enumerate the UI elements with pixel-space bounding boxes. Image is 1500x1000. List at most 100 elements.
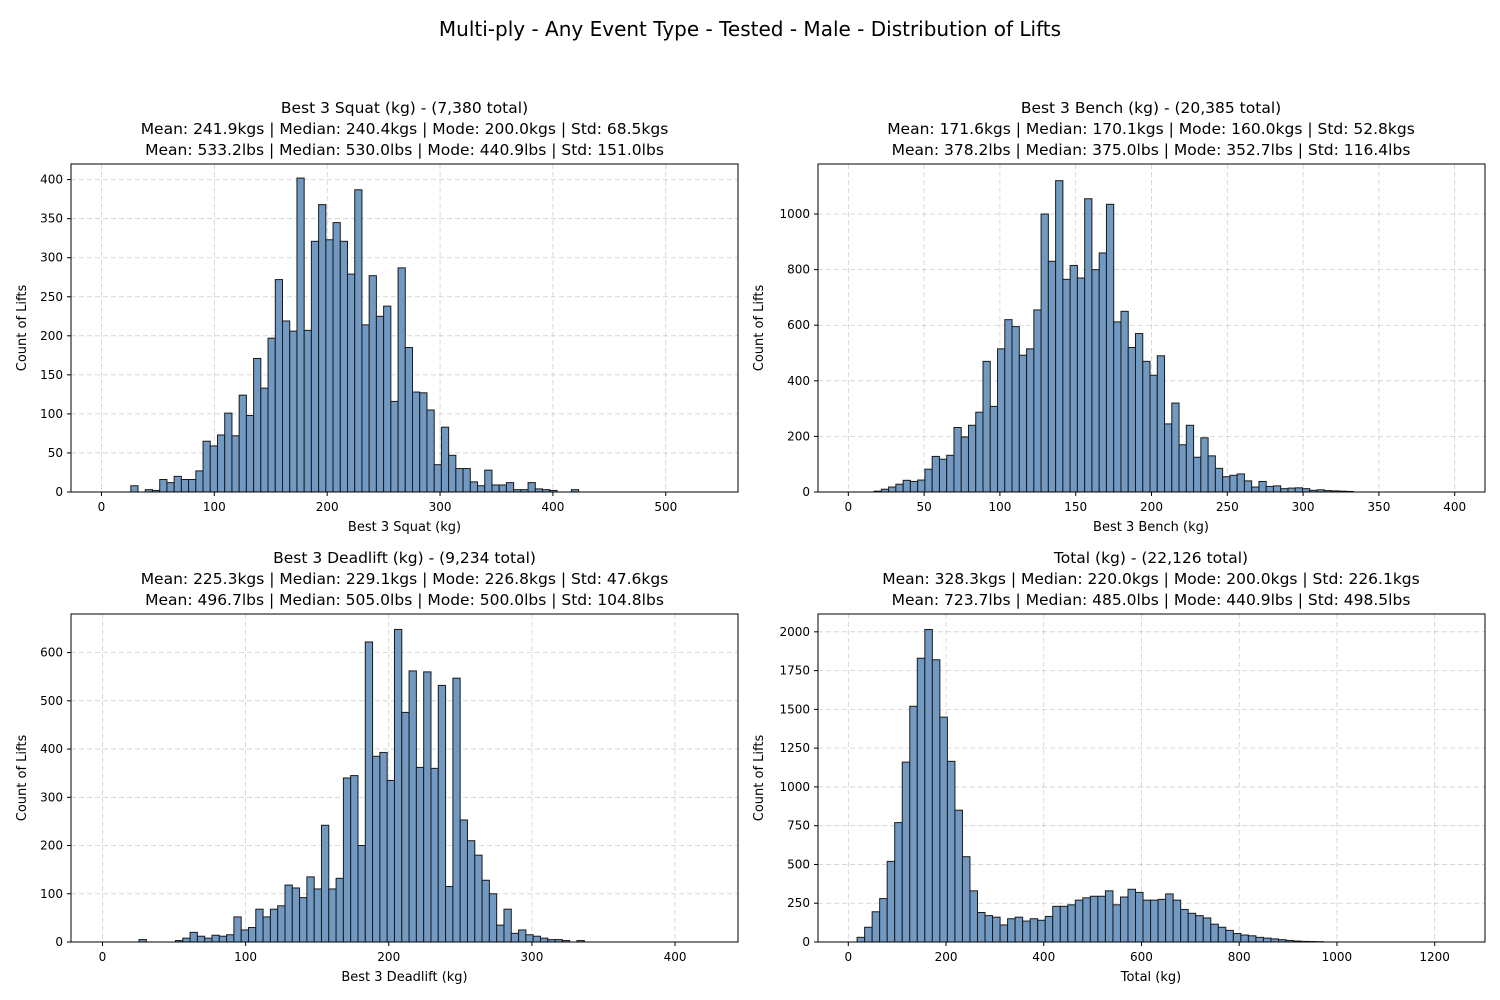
total-bar-8 — [916, 657, 926, 943]
deadlift-bar-14 — [204, 937, 213, 943]
bench-bar-51 — [1243, 480, 1253, 493]
squat-bar-23 — [296, 177, 305, 493]
total-bar-38 — [1142, 899, 1152, 943]
deadlift-bar-57 — [518, 929, 527, 943]
total-bar-22 — [1022, 920, 1031, 943]
squat-bar-16 — [245, 414, 255, 493]
squat-ytick-label-7: 350 — [40, 212, 63, 226]
bench-bar-10 — [946, 454, 955, 493]
squat-xtick-label-5: 500 — [654, 500, 677, 514]
deadlift-xtick-label-3: 300 — [520, 950, 543, 964]
panel-deadlift-title-line-1: Best 3 Deadlift (kg) - (9,234 total) — [273, 549, 536, 567]
bench-bar-23 — [1040, 213, 1049, 493]
total-bar-27 — [1059, 905, 1069, 943]
total-ytick-label-2: 500 — [787, 857, 810, 871]
deadlift-axes-frame — [70, 613, 739, 943]
squat-bar-8 — [188, 479, 197, 493]
total-ytick-label-6: 1500 — [779, 702, 810, 716]
panel-deadlift-plot-area: 0 100 200 300 400 0 100 200 300 400 500 600 — [40, 613, 739, 964]
squat-bar-47 — [469, 481, 479, 493]
squat-bar-34 — [375, 315, 385, 493]
squat-xtick-label-0: 0 — [98, 500, 106, 514]
squat-bar-13 — [224, 412, 233, 493]
bench-bar-58 — [1294, 487, 1303, 493]
deadlift-bar-39 — [386, 779, 395, 943]
bench-bar-41 — [1171, 402, 1180, 493]
squat-bar-39 — [412, 391, 421, 493]
panel-bench-plot-area: 0 50 100 150 200 250 300 350 400 0 200 400 600 800 100… — [779, 163, 1486, 514]
panel-bench-ylabel: Count of Lifts — [752, 285, 767, 372]
deadlift-ytick-label-3: 300 — [40, 790, 63, 804]
squat-bar-11 — [209, 445, 218, 493]
bench-bar-33 — [1113, 321, 1122, 493]
squat-bar-31 — [354, 189, 363, 493]
bench-bar-40 — [1164, 423, 1173, 493]
deadlift-bar-19 — [240, 929, 249, 943]
panel-total-ylabel: Count of Lifts — [752, 735, 767, 822]
squat-bar-0 — [130, 485, 139, 493]
figure-title: Multi-ply - Any Event Type - Tested - Ma… — [439, 17, 1061, 41]
total-bar-42 — [1172, 899, 1182, 943]
deadlift-bar-21 — [255, 908, 264, 943]
deadlift-bar-30 — [320, 824, 330, 943]
bench-xtick-label-7: 350 — [1367, 500, 1390, 514]
bench-xtick-label-1: 50 — [916, 500, 931, 514]
squat-bar-22 — [289, 330, 298, 493]
panel-total-title-line-1: Total (kg) - (22,126 total) — [1053, 549, 1248, 567]
total-bar-12 — [946, 760, 956, 943]
deadlift-bar-28 — [306, 876, 315, 943]
total-axes-frame — [817, 613, 1486, 943]
total-bar-14 — [961, 856, 971, 943]
squat-bar-37 — [397, 267, 406, 493]
bench-bar-50 — [1236, 473, 1245, 493]
bench-bar-22 — [1033, 309, 1042, 493]
deadlift-ytick-label-2: 200 — [40, 839, 63, 853]
panel-deadlift: Best 3 Deadlift (kg) - (9,234 total) Mea… — [15, 549, 739, 985]
squat-bar-38 — [404, 347, 414, 493]
bench-bar-4 — [902, 479, 911, 493]
deadlift-bar-41 — [401, 711, 410, 943]
squat-bar-30 — [347, 273, 356, 493]
deadlift-bar-53 — [488, 893, 498, 943]
bench-bar-21 — [1026, 348, 1035, 493]
panel-total-title-line-3: Mean: 723.7lbs | Median: 485.0lbs | Mode… — [892, 591, 1411, 609]
squat-bar-15 — [238, 394, 247, 493]
deadlift-bar-16 — [218, 935, 228, 943]
bench-bar-13 — [967, 424, 977, 493]
total-ytick-label-8: 2000 — [779, 625, 810, 639]
panel-squat-title-line-2: Mean: 241.9kgs | Median: 240.4kgs | Mode… — [141, 120, 669, 138]
squat-xtick-label-1: 100 — [203, 500, 226, 514]
squat-axes-frame — [70, 163, 739, 493]
deadlift-bar-15 — [211, 934, 220, 943]
total-bar-48 — [1217, 926, 1227, 943]
bench-ytick-label-4: 800 — [787, 263, 810, 277]
squat-ytick-label-4: 200 — [40, 329, 63, 343]
bench-bar-49 — [1229, 474, 1238, 493]
total-bar-1 — [864, 926, 873, 943]
squat-bar-24 — [303, 329, 312, 493]
total-bar-28 — [1067, 904, 1076, 943]
total-bar-45 — [1195, 915, 1204, 943]
bench-bar-45 — [1200, 437, 1209, 493]
total-xtick-label-2: 400 — [1032, 950, 1055, 964]
bench-xtick-label-0: 0 — [844, 500, 852, 514]
deadlift-bar-17 — [226, 934, 235, 943]
bench-xtick-label-2: 100 — [988, 500, 1011, 514]
total-bar-52 — [1247, 935, 1257, 943]
bench-bar-52 — [1251, 486, 1260, 493]
squat-bar-43 — [440, 426, 450, 493]
total-bar-40 — [1157, 898, 1167, 943]
squat-bar-44 — [448, 454, 457, 493]
total-bar-10 — [931, 659, 941, 943]
bench-bar-43 — [1185, 424, 1195, 493]
deadlift-bar-49 — [459, 819, 468, 943]
squat-bar-46 — [462, 468, 471, 493]
deadlift-ytick-label-4: 400 — [40, 742, 63, 756]
total-ytick-label-7: 1750 — [779, 664, 810, 678]
total-bar-39 — [1150, 899, 1159, 943]
bench-bar-42 — [1178, 444, 1187, 493]
bench-bar-12 — [960, 436, 969, 493]
deadlift-bar-44 — [423, 671, 432, 943]
deadlift-bar-11 — [182, 937, 191, 943]
squat-ytick-label-6: 300 — [40, 251, 63, 265]
